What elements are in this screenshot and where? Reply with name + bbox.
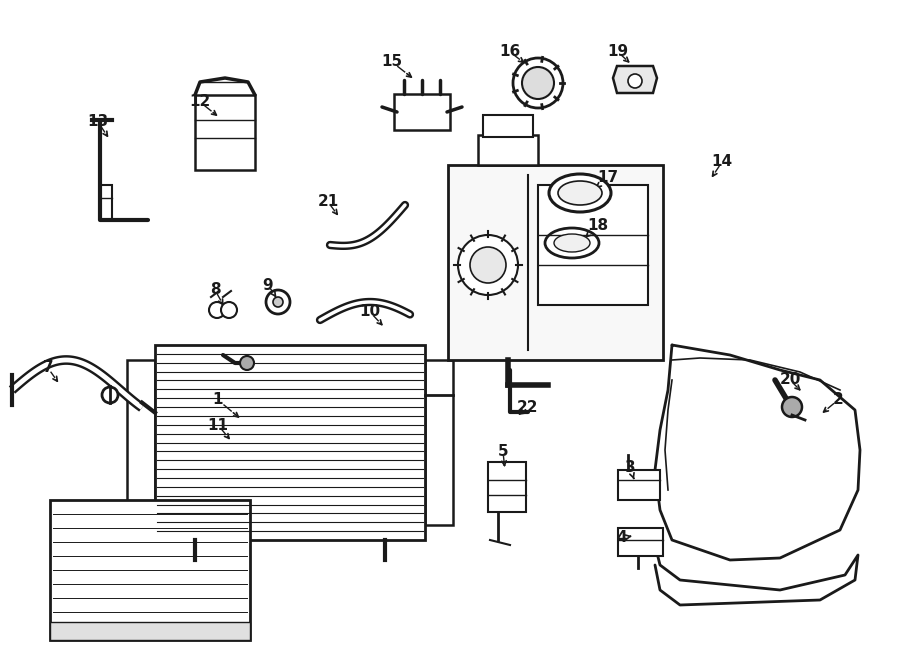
Text: 1: 1 xyxy=(212,393,223,407)
Bar xyxy=(478,135,538,165)
Circle shape xyxy=(273,297,283,307)
Circle shape xyxy=(782,397,802,417)
Text: 15: 15 xyxy=(382,54,402,69)
Text: 13: 13 xyxy=(87,114,109,130)
Ellipse shape xyxy=(549,174,611,212)
Ellipse shape xyxy=(558,181,602,205)
Text: 9: 9 xyxy=(263,278,274,293)
Text: 5: 5 xyxy=(498,444,508,459)
Circle shape xyxy=(628,74,642,88)
Bar xyxy=(50,622,250,640)
Text: 2: 2 xyxy=(832,393,843,407)
Text: 17: 17 xyxy=(598,171,618,186)
Text: 22: 22 xyxy=(518,401,539,416)
Text: 10: 10 xyxy=(359,305,381,319)
Text: 3: 3 xyxy=(625,461,635,475)
Ellipse shape xyxy=(554,234,590,252)
Text: 18: 18 xyxy=(588,217,608,233)
Circle shape xyxy=(209,302,225,318)
Circle shape xyxy=(513,58,563,108)
Bar xyxy=(618,470,660,500)
Polygon shape xyxy=(613,66,657,93)
Text: 12: 12 xyxy=(189,95,211,110)
Bar xyxy=(618,528,663,556)
Bar xyxy=(448,165,663,360)
Text: 16: 16 xyxy=(500,44,520,59)
Bar xyxy=(538,185,648,305)
Text: 14: 14 xyxy=(711,155,733,169)
Text: 4: 4 xyxy=(616,531,627,545)
Text: 21: 21 xyxy=(318,194,338,210)
Text: 19: 19 xyxy=(608,44,628,59)
Bar xyxy=(100,185,112,220)
Bar xyxy=(394,94,450,130)
Bar xyxy=(425,360,453,525)
Text: 11: 11 xyxy=(208,418,229,432)
Text: 7: 7 xyxy=(42,360,53,375)
Circle shape xyxy=(522,67,554,99)
Bar xyxy=(155,345,425,540)
Text: 20: 20 xyxy=(779,373,801,387)
Circle shape xyxy=(266,290,290,314)
Circle shape xyxy=(221,302,237,318)
Circle shape xyxy=(458,235,518,295)
Bar xyxy=(127,360,155,525)
Bar xyxy=(195,95,255,170)
Bar xyxy=(488,462,526,512)
Circle shape xyxy=(470,247,506,283)
Bar xyxy=(50,500,250,640)
Circle shape xyxy=(102,387,118,403)
Text: 8: 8 xyxy=(210,282,220,297)
Ellipse shape xyxy=(545,228,599,258)
Circle shape xyxy=(240,356,254,370)
Bar xyxy=(483,115,533,137)
